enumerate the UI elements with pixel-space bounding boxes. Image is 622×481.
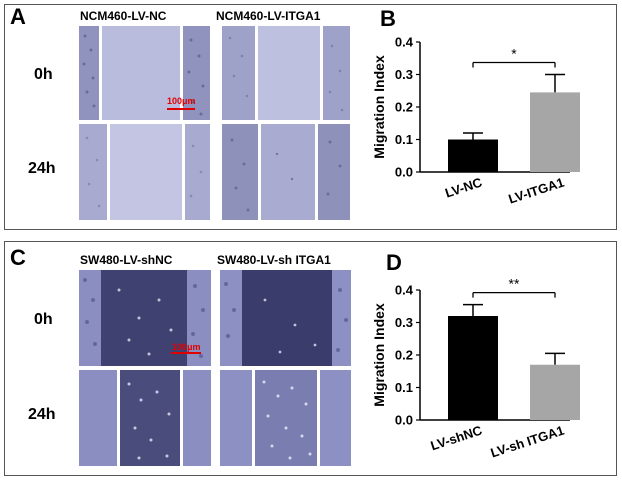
- micrograph-itga1-24h: [222, 124, 350, 220]
- micrograph-nc-24h: [79, 124, 210, 220]
- column-title-sw480-lv-sh-itga1: SW480-LV-sh ITGA1: [217, 253, 331, 267]
- row-label-0h-c: 0h: [34, 311, 53, 328]
- micrograph-itga1-0h: [222, 26, 350, 120]
- panel-letter-b: B: [380, 6, 396, 31]
- micrograph-shnc-24h: [79, 370, 211, 466]
- chart-b-y-tick-label-1: 0.1: [395, 132, 413, 147]
- chart-b-y-tick-label-2: 0.2: [395, 100, 413, 115]
- chart-d-y-tick-label-2: 0.2: [395, 348, 413, 363]
- chart-b-bar-0: [448, 139, 498, 172]
- panel-letter-c: C: [10, 245, 26, 270]
- row-label-0h: 0h: [34, 66, 53, 83]
- chart-d-y-tick-label-3: 0.3: [395, 315, 413, 330]
- bar-chart-d: Migration Index 0.0 0.1 0.2 0.3 0.4 LV-shNC LV-…: [371, 276, 580, 461]
- micrograph-shitga1-0h: [220, 270, 351, 366]
- micrograph-nc-0h: [79, 26, 210, 120]
- chart-d-y-tick-label-4: 0.4: [395, 283, 414, 298]
- chart-d-bar-0: [448, 316, 498, 420]
- chart-b-y-axis-label: Migration Index: [371, 55, 387, 159]
- chart-b-bar-1: [530, 92, 580, 172]
- chart-d-y-tick-label-0: 0.0: [395, 413, 413, 428]
- micrograph-shnc-0h: [79, 270, 211, 366]
- chart-b-significance-label: *: [511, 46, 517, 62]
- chart-b-y-tick-label-4: 0.4: [395, 35, 414, 50]
- panel-letter-a: A: [10, 4, 26, 29]
- chart-b-x-tick-label-1: LV-ITGA1: [507, 175, 566, 207]
- row-label-24h-c: 24h: [28, 406, 56, 423]
- row-label-24h: 24h: [28, 160, 56, 177]
- chart-d-significance-label: **: [509, 276, 520, 292]
- chart-d-bar-1: [530, 364, 580, 420]
- chart-d-y-axis-label: Migration Index: [371, 303, 387, 407]
- bar-chart-b: Migration Index 0.0 0.1 0.2 0.3 0.4 LV-NC LV-IT…: [371, 35, 580, 207]
- scale-bar-label-c: 100μm: [172, 342, 201, 352]
- panel-letter-d: D: [386, 250, 402, 275]
- chart-b-y-tick-label-3: 0.3: [395, 67, 413, 82]
- column-title-sw480-lv-shnc: SW480-LV-shNC: [80, 253, 173, 267]
- chart-d-y-tick-label-1: 0.1: [395, 380, 413, 395]
- chart-d-x-tick-label-1: LV-sh ITGA1: [489, 423, 566, 461]
- chart-b-y-tick-label-0: 0.0: [395, 165, 413, 180]
- micrograph-shitga1-24h: [220, 370, 351, 466]
- chart-d-x-tick-label-0: LV-shNC: [429, 422, 485, 453]
- column-title-ncm460-lv-nc: NCM460-LV-NC: [80, 9, 167, 23]
- scale-bar-label-a: 100μm: [167, 96, 196, 106]
- chart-b-x-tick-label-0: LV-NC: [443, 174, 484, 200]
- column-title-ncm460-lv-itga1: NCM460-LV-ITGA1: [216, 9, 321, 23]
